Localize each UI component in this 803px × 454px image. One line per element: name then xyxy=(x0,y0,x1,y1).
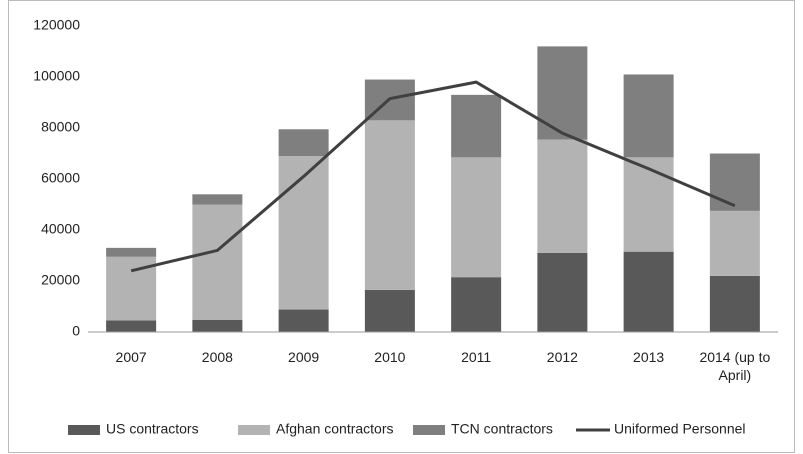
y-tick-label: 120000 xyxy=(33,17,80,33)
bar-segment xyxy=(364,289,415,332)
bar-segment xyxy=(192,194,243,205)
y-tick-label: 100000 xyxy=(33,68,80,84)
bar-segment xyxy=(709,153,760,211)
line-series xyxy=(130,80,736,273)
y-tick-label: 20000 xyxy=(41,272,80,288)
x-tick-label: 2008 xyxy=(201,349,233,365)
bar-segment xyxy=(623,74,674,158)
bar-segment xyxy=(623,251,674,332)
x-tick-label: 2012 xyxy=(546,349,578,365)
bar-segment xyxy=(623,157,674,252)
bar-segment xyxy=(106,320,157,332)
bar-segment xyxy=(192,204,243,320)
legend-label: Uniformed Personnel xyxy=(614,421,746,437)
bar-segment xyxy=(278,129,329,157)
bar-segment xyxy=(537,139,588,253)
x-tick-label: 2010 xyxy=(374,349,406,365)
x-tick-label: 2011 xyxy=(461,349,492,365)
x-tick-label: 2007 xyxy=(115,349,147,365)
bar-segment xyxy=(709,275,760,332)
bar-segment xyxy=(537,252,588,332)
legend-label: TCN contractors xyxy=(451,421,553,437)
legend-swatch xyxy=(68,425,100,435)
y-tick-label: 60000 xyxy=(41,170,80,186)
legend-label: Afghan contractors xyxy=(276,421,394,437)
bar-segment xyxy=(192,319,243,332)
bar-segment xyxy=(278,156,329,310)
legend-swatch xyxy=(413,425,445,435)
bar-segment xyxy=(364,120,415,290)
x-tick-label: 2014 (up to April) xyxy=(699,349,771,383)
legend-label: US contractors xyxy=(106,421,199,437)
bar-segment xyxy=(106,247,157,257)
x-tick-label: 2009 xyxy=(288,349,320,365)
bar-segment xyxy=(451,94,502,158)
bar-segment xyxy=(709,210,760,276)
bar-segment xyxy=(451,157,502,278)
bar-segment xyxy=(278,309,329,332)
y-tick-label: 40000 xyxy=(41,221,80,237)
y-tick-label: 0 xyxy=(72,323,80,339)
legend-swatch xyxy=(238,425,270,435)
y-tick-label: 80000 xyxy=(41,119,80,135)
x-tick-label: 2013 xyxy=(633,349,665,365)
bar-segment xyxy=(537,46,588,140)
bar-segment xyxy=(451,277,502,332)
